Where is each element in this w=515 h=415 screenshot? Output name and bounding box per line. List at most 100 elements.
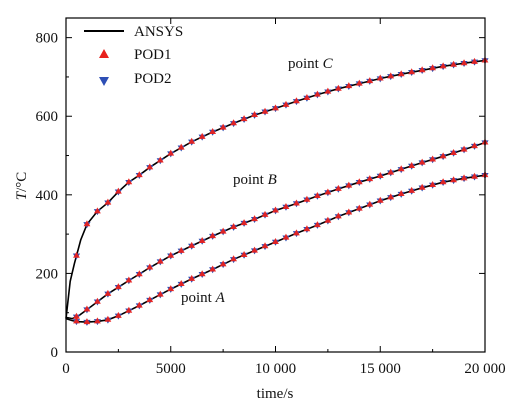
pod1-marker-b [114,283,122,290]
pod1-marker-c [334,84,342,91]
pod1-marker-b [345,181,353,188]
pod1-marker-c [198,132,206,139]
pod1-marker-c [397,70,405,77]
pod1-marker-c [146,163,154,170]
pod1-marker-b [209,232,217,239]
pod1-marker-b [439,152,447,159]
pod1-marker-c [125,178,133,185]
pod1-marker-a [429,181,437,187]
pod1-marker-c [460,59,468,66]
pod1-marker-a [387,193,395,200]
pod1-marker-a [125,306,133,313]
pod1-marker-a [104,315,112,322]
pod1-marker-c [240,115,248,122]
x-axis-label: time/s [257,386,294,402]
pod1-marker-c [135,171,143,178]
pod1-marker-b [293,199,300,206]
pod1-marker-b [156,257,164,264]
pod1-marker-b [83,305,91,312]
pod1-marker-b [471,142,478,149]
legend-pod1-label: POD1 [134,47,172,63]
pod1-marker-a [167,285,175,292]
pod1-marker-b [240,219,248,226]
pod1-marker-c [73,251,80,258]
legend-pod1-marker [99,49,109,58]
pod1-marker-a [177,280,185,287]
pod1-marker-c [251,111,258,118]
pod1-marker-a [135,301,143,308]
pod1-marker-a [261,242,269,249]
pod1-marker-c [303,93,311,100]
pod1-marker-b [104,289,112,296]
pod1-marker-c [156,156,164,163]
pod1-marker-b [460,145,468,152]
annotation-point-b: point B [233,172,277,188]
pod1-marker-b [188,241,196,248]
pod1-marker-a [366,200,374,207]
pod1-marker-a [282,233,290,240]
pod1-marker-c [230,119,237,126]
pod1-marker-c [429,64,437,71]
x-tick-label: 0 [62,361,70,377]
y-tick-label: 0 [51,345,59,361]
pod1-marker-b [219,227,227,234]
annotation-point-c: point C [288,56,334,72]
pod1-marker-b [146,263,154,270]
pod1-marker-a [408,186,416,193]
pod1-marker-a [334,212,342,219]
ansys-curve-b [65,141,486,320]
pod1-marker-c [177,143,185,150]
pod1-marker-c [387,72,395,79]
pod1-marker-a [188,274,196,281]
pod1-marker-c [261,107,269,114]
pod1-marker-b [376,171,384,178]
pod1-marker-b [387,168,395,175]
pod1-marker-b [177,246,185,253]
pod1-marker-b [73,312,80,319]
pod1-marker-a [397,190,405,197]
y-tick-label: 600 [36,109,59,125]
pod1-marker-c [376,74,384,81]
pod1-marker-b [429,155,437,162]
pod1-marker-a [314,221,321,228]
pod1-marker-a [460,174,468,181]
pod1-marker-a [94,317,101,324]
pod1-marker-c [83,220,91,227]
annotation-point-a: point A [181,290,226,306]
pod1-marker-a [198,270,206,277]
pod1-marker-c [104,198,112,205]
axes: 0 5000 10 000 15 000 20 000 0 200 400 600 800 [36,17,506,377]
pod1-marker-a [376,196,384,203]
pod1-marker-c [366,77,374,84]
y-tick-label: 200 [36,266,59,282]
pod1-marker-a [418,183,426,190]
pod1-marker-c [450,60,457,67]
pod1-marker-a [439,178,447,185]
ansys-curve-a [65,174,486,323]
pod1-marker-b [408,161,416,168]
pod1-marker-a [146,296,154,303]
pod1-marker-a [324,216,332,223]
pod1-marker-b [135,270,143,277]
pod1-marker-b [261,210,269,217]
pod1-marker-b [230,223,237,230]
pod1-marker-a [114,311,122,318]
x-tick-label: 15 000 [360,361,401,377]
pod1-marker-b [355,178,363,185]
pod1-marker-a [209,265,217,272]
pod1-marker-a [303,225,311,232]
pod1-marker-c [188,137,196,144]
plot-area [65,56,489,326]
pod1-marker-b [198,236,206,243]
pod1-marker-a [73,317,80,324]
pod1-marker-c [471,57,478,64]
pod1-marker-b [167,251,175,258]
pod1-marker-c [94,207,101,214]
pod1-marker-c [324,87,332,94]
pod1-marker-a [83,318,91,325]
pod1-marker-a [293,229,300,236]
pod1-marker-a [272,237,279,244]
pod1-marker-a [355,204,363,211]
x-tick-label: 5000 [156,361,186,377]
pod1-marker-a [219,260,227,267]
